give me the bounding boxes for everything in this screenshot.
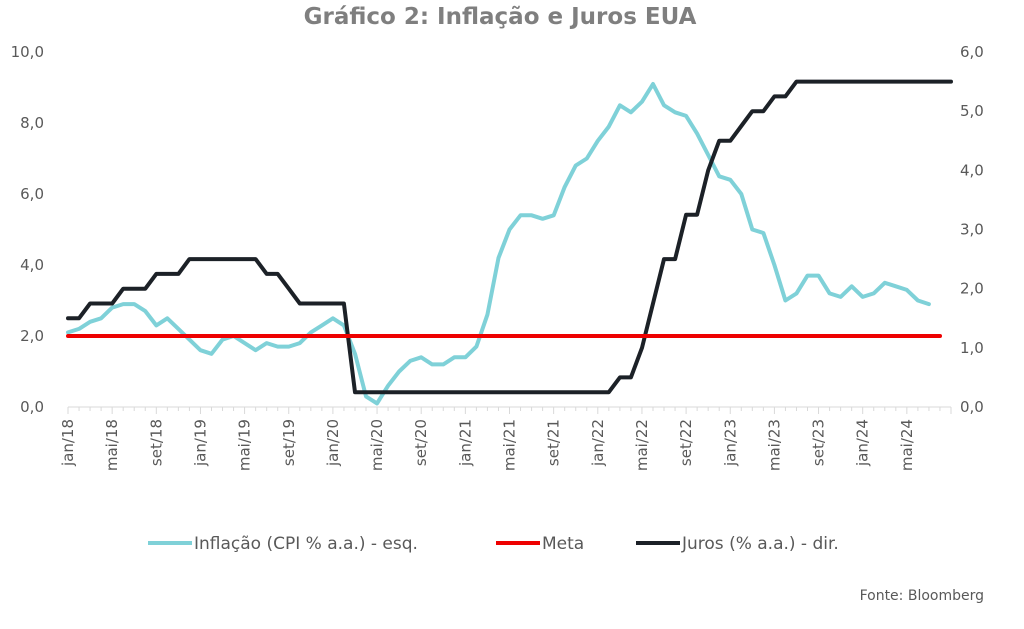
x-tick-label: jan/24 bbox=[854, 419, 872, 467]
x-tick-label: mai/18 bbox=[103, 419, 121, 471]
x-tick-label: jan/18 bbox=[59, 419, 77, 467]
legend-label: Meta bbox=[542, 534, 584, 554]
legend-label: Juros (% a.a.) - dir. bbox=[681, 534, 839, 554]
y-left-tick-label: 10,0 bbox=[11, 43, 44, 61]
x-tick-label: jan/19 bbox=[191, 419, 209, 467]
y-left-tick-label: 6,0 bbox=[20, 185, 44, 203]
legend: Inflação (CPI % a.a.) - esq. Meta Juros (%… bbox=[148, 534, 839, 554]
series-group bbox=[66, 79, 953, 406]
y-right-tick-label: 4,0 bbox=[960, 161, 984, 179]
x-tick-label: mai/20 bbox=[368, 419, 386, 471]
y-axis-left: 0,0 2,0 4,0 6,0 8,0 10,0 bbox=[11, 43, 44, 416]
x-tick-label: set/20 bbox=[412, 419, 430, 466]
chart-title: Gráfico 2: Inflação e Juros EUA bbox=[304, 4, 697, 30]
x-tick-label: jan/23 bbox=[721, 419, 739, 467]
source-note: Fonte: Bloomberg bbox=[860, 588, 984, 604]
x-tick-label: jan/22 bbox=[589, 419, 607, 467]
series-line-2 bbox=[66, 79, 953, 395]
y-right-tick-label: 3,0 bbox=[960, 221, 984, 239]
y-right-tick-label: 1,0 bbox=[960, 339, 984, 357]
x-tick-label: mai/21 bbox=[501, 419, 519, 471]
y-right-tick-label: 0,0 bbox=[960, 398, 984, 416]
y-right-tick-label: 5,0 bbox=[960, 102, 984, 120]
x-tick-label: set/22 bbox=[677, 419, 695, 466]
y-left-tick-label: 4,0 bbox=[20, 256, 44, 274]
legend-label: Inflação (CPI % a.a.) - esq. bbox=[194, 534, 418, 554]
x-tick-label: mai/24 bbox=[898, 419, 916, 471]
x-tick-label: set/18 bbox=[147, 419, 165, 466]
x-tick-label: jan/20 bbox=[324, 419, 342, 467]
y-left-tick-label: 8,0 bbox=[20, 114, 44, 132]
y-axis-right: 0,0 1,0 2,0 3,0 4,0 5,0 6,0 bbox=[960, 43, 984, 416]
y-left-tick-label: 2,0 bbox=[20, 327, 44, 345]
x-tick-label: set/21 bbox=[545, 419, 563, 466]
x-tick-label: mai/22 bbox=[633, 419, 651, 471]
x-axis: jan/18 mai/18 set/18 jan/19 mai/19 set/19 jan/… bbox=[59, 406, 952, 471]
x-tick-label: set/19 bbox=[280, 419, 298, 466]
x-tick-label: jan/21 bbox=[456, 419, 474, 467]
y-right-tick-label: 6,0 bbox=[960, 43, 984, 61]
x-tick-label: mai/23 bbox=[765, 419, 783, 471]
y-left-tick-label: 0,0 bbox=[20, 398, 44, 416]
y-right-tick-label: 2,0 bbox=[960, 280, 984, 298]
x-tick-label: mai/19 bbox=[236, 419, 254, 471]
x-tick-label: set/23 bbox=[810, 419, 828, 466]
series-line-0 bbox=[66, 82, 931, 406]
